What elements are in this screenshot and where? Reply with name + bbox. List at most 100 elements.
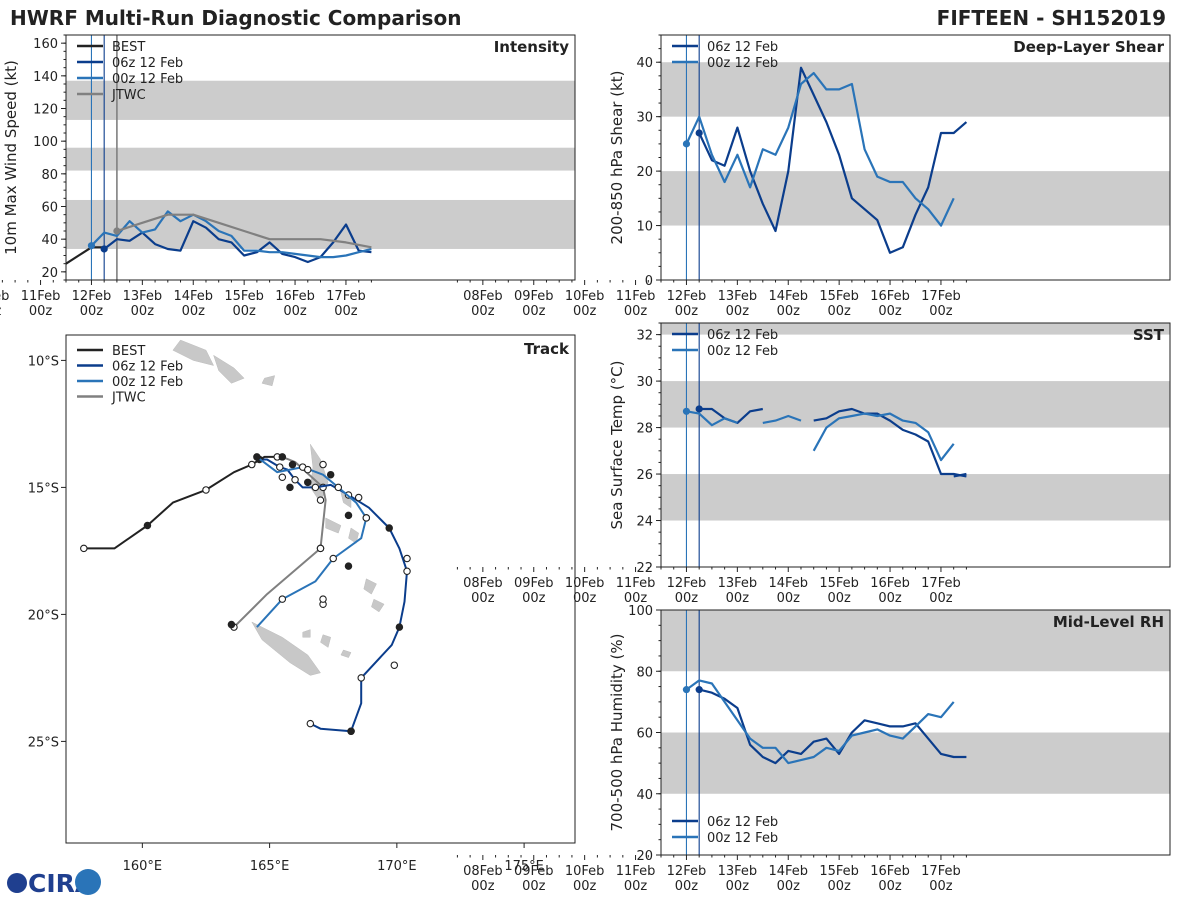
- shear-plot-area: [661, 35, 1170, 280]
- intensity-plot-area: [66, 35, 575, 280]
- track-point-run06: [403, 567, 411, 575]
- sst-xtick-sublabel: 00z: [777, 591, 801, 606]
- intensity-xtick-label: 10Feb: [0, 289, 9, 304]
- track-point-best: [143, 521, 152, 530]
- rh-xtick-sublabel: 00z: [827, 879, 851, 894]
- track-point-run06: [311, 483, 320, 492]
- intensity-band: [66, 147, 575, 171]
- intensity-xtick-label: 14Feb: [173, 289, 213, 304]
- track-legend-label-best: BEST: [112, 344, 145, 359]
- shear-legend-label-run06: 06z 12 Feb: [707, 40, 778, 55]
- rh-ytick-label: 60: [636, 727, 653, 742]
- intensity-ytick-label: 20: [41, 266, 58, 281]
- rh-xtick-label: 13Feb: [718, 864, 758, 879]
- sst-xtick-sublabel: 00z: [675, 591, 699, 606]
- sst-ytick-label: 24: [636, 515, 653, 530]
- rh-xtick-label: 12Feb: [667, 864, 707, 879]
- intensity-ytick-label: 60: [41, 201, 58, 216]
- track-ytick-label: 25°S: [28, 735, 59, 750]
- intensity-xtick-sublabel: 00z: [0, 304, 2, 319]
- intensity-xtick-label: 13Feb: [123, 289, 163, 304]
- rh-panel: 2040608010008Feb00z09Feb00z10Feb00z11Feb…: [456, 604, 1171, 894]
- shear-xtick-sublabel: 00z: [471, 304, 495, 319]
- rh-xtick-label: 14Feb: [768, 864, 808, 879]
- sst-band: [661, 474, 1170, 521]
- intensity-ytick-label: 140: [33, 70, 58, 85]
- shear-xtick-label: 14Feb: [768, 289, 808, 304]
- intensity-marker-run06: [100, 245, 108, 253]
- intensity-series-run06: [103, 220, 372, 264]
- shear-xtick-label: 11Feb: [616, 289, 656, 304]
- intensity-panel: 2040608010012014016008Feb00z09Feb00z10Fe…: [0, 34, 576, 319]
- shear-xtick-label: 09Feb: [514, 289, 554, 304]
- rh-band: [661, 732, 1170, 794]
- track-panel-title: Track: [524, 340, 570, 358]
- sst-series-run06: [953, 472, 967, 478]
- land-island: [340, 649, 352, 658]
- land-island: [325, 517, 342, 534]
- track-point-best: [80, 544, 88, 553]
- land-island: [251, 621, 321, 676]
- track-point-run06: [347, 727, 355, 735]
- sst-panel-title: SST: [1133, 326, 1165, 344]
- shear-xtick-label: 13Feb: [718, 289, 758, 304]
- track-xtick-label: 160°E: [123, 859, 163, 874]
- intensity-xtick-label: 12Feb: [72, 289, 112, 304]
- land-island: [348, 527, 359, 544]
- shear-xtick-sublabel: 00z: [929, 304, 953, 319]
- track-legend-label-run00: 00z 12 Feb: [112, 375, 183, 390]
- intensity-xtick-sublabel: 00z: [80, 304, 104, 319]
- shear-marker-run06: [695, 129, 703, 137]
- shear-xtick-sublabel: 00z: [827, 304, 851, 319]
- rh-ytick-label: 100: [628, 604, 653, 619]
- rh-xtick-sublabel: 00z: [522, 879, 546, 894]
- shear-xtick-label: 17Feb: [921, 289, 961, 304]
- shear-xtick-label: 16Feb: [870, 289, 910, 304]
- track-point-jtwc: [316, 496, 325, 504]
- shear-xtick-sublabel: 00z: [878, 304, 902, 319]
- sst-plot-area: [661, 323, 1170, 567]
- sst-band: [661, 381, 1170, 428]
- rh-xtick-label: 15Feb: [819, 864, 859, 879]
- track-point-run06: [291, 476, 299, 484]
- shear-ytick-label: 30: [636, 111, 653, 126]
- track-point-run06: [306, 719, 315, 728]
- shear-xtick-sublabel: 00z: [624, 304, 648, 319]
- sst-ytick-label: 30: [636, 375, 653, 390]
- land-island: [172, 339, 215, 366]
- land-island: [213, 354, 245, 384]
- track-point-run06: [354, 493, 363, 502]
- intensity-xtick-label: 15Feb: [224, 289, 264, 304]
- track-panel: 160°E 165°E 170°E 175°E 10°S 15°S 20°S 25°S Trac…: [28, 334, 576, 874]
- rh-xtick-label: 16Feb: [870, 864, 910, 879]
- rh-marker-run06: [695, 686, 703, 694]
- track-point-run06: [344, 511, 353, 520]
- intensity-xtick-sublabel: 00z: [283, 304, 307, 319]
- track-line-run00: [256, 456, 368, 628]
- intensity-xtick-label: 11Feb: [21, 289, 61, 304]
- track-point-run06: [344, 562, 353, 570]
- rh-band: [661, 610, 1170, 672]
- intensity-xtick-sublabel: 00z: [131, 304, 155, 319]
- intensity-ytick-label: 80: [41, 168, 58, 183]
- track-point-run00: [253, 453, 261, 461]
- track-point-jtwc: [316, 544, 325, 553]
- rh-ytick-label: 80: [636, 665, 653, 680]
- intensity-band: [66, 199, 575, 249]
- track-point-run06: [326, 470, 335, 479]
- rh-ytick-label: 20: [636, 849, 653, 864]
- intensity-ytick-label: 120: [33, 103, 58, 118]
- intensity-xtick-sublabel: 00z: [334, 304, 358, 319]
- shear-xtick-label: 10Feb: [565, 289, 605, 304]
- sst-xtick-sublabel: 00z: [929, 591, 953, 606]
- land-island: [320, 634, 332, 648]
- shear-panel: 01020304008Feb00z09Feb00z10Feb00z11Feb00…: [456, 34, 1171, 319]
- rh-legend-label-run06: 06z 12 Feb: [707, 815, 778, 830]
- shear-xtick-label: 15Feb: [819, 289, 859, 304]
- land-island: [363, 578, 377, 595]
- sst-xtick-label: 08Feb: [463, 576, 503, 591]
- shear-ytick-label: 0: [645, 274, 653, 289]
- rh-xtick-sublabel: 00z: [471, 879, 495, 894]
- track-legend-label-run06: 06z 12 Feb: [112, 360, 183, 375]
